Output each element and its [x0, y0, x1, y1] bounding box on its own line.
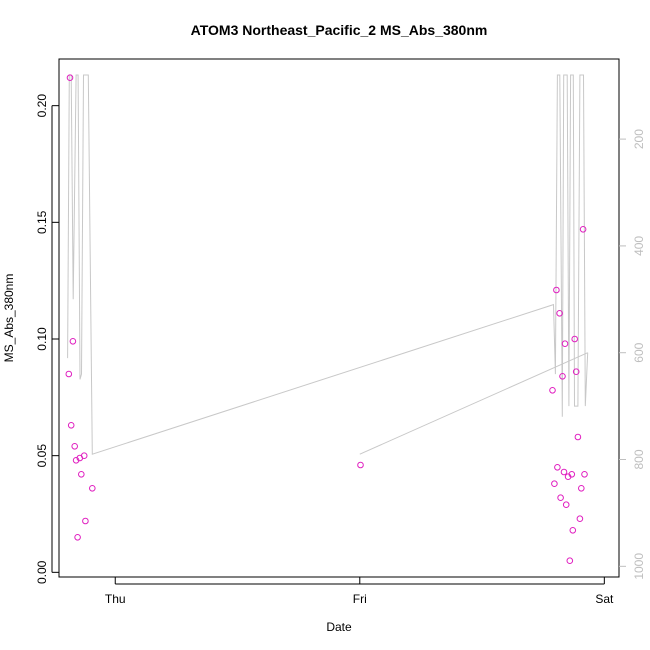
data-point-17	[556, 310, 563, 317]
data-point-22	[562, 501, 570, 509]
y-tick-label-1: 0.05	[35, 444, 49, 468]
x-axis-label: Date	[326, 620, 352, 634]
y2-tick-label-4: 1000	[632, 553, 646, 580]
y2-tick-label-0: 200	[632, 129, 646, 149]
data-point-1	[66, 74, 74, 81]
altitude-line-layer	[67, 74, 589, 455]
data-point-20	[560, 468, 568, 476]
points-layer	[65, 74, 588, 565]
y-axis: 0.00 0.05 0.10 0.15 0.20	[35, 94, 59, 584]
x-axis: Thu Fri Sat	[105, 577, 614, 606]
x-tick-label-0: Thu	[105, 592, 126, 606]
chart-title: ATOM3 Northeast_Pacific_2 MS_Abs_380nm	[191, 22, 488, 38]
data-point-29	[574, 433, 582, 441]
y2-tick-label-1: 400	[632, 236, 646, 256]
data-point-8	[78, 471, 85, 478]
altitude-line-segment-0	[67, 74, 589, 455]
x-tick-label-1: Fri	[353, 592, 367, 606]
altitude-line-segment-1	[359, 352, 588, 455]
data-point-27	[571, 335, 579, 343]
y-tick-label-3: 0.15	[35, 210, 49, 234]
y-tick-label-2: 0.10	[35, 327, 49, 351]
data-point-10	[82, 517, 89, 525]
data-point-31	[578, 485, 585, 492]
plot-frame	[58, 58, 620, 578]
x-tick-label-2: Sat	[595, 592, 614, 606]
data-point-14	[551, 480, 558, 488]
data-point-12	[357, 461, 364, 469]
data-point-32	[579, 226, 587, 233]
data-point-9	[80, 452, 88, 460]
data-point-19	[559, 373, 566, 380]
data-point-21	[561, 340, 569, 348]
data-point-11	[89, 485, 96, 492]
data-point-13	[549, 387, 556, 394]
y-tick-label-4: 0.20	[35, 94, 49, 118]
data-point-26	[569, 527, 577, 534]
data-point-28	[572, 368, 580, 376]
data-point-33	[581, 471, 588, 478]
y-axis-label: MS_Abs_380nm	[2, 274, 16, 363]
data-point-0	[65, 370, 73, 378]
data-point-25	[568, 471, 576, 478]
y2-axis: 200 400 600 800 1000	[619, 129, 646, 580]
data-point-2	[67, 422, 75, 429]
data-point-30	[576, 515, 584, 523]
data-point-15	[553, 286, 560, 294]
y2-tick-label-2: 600	[632, 342, 646, 362]
data-point-4	[71, 443, 78, 450]
data-point-18	[557, 494, 564, 502]
data-point-6	[74, 534, 81, 541]
data-point-16	[554, 464, 561, 471]
data-point-24	[566, 557, 574, 565]
y-tick-label-0: 0.00	[35, 560, 49, 584]
data-point-3	[69, 338, 77, 345]
y2-tick-label-3: 800	[632, 449, 646, 469]
